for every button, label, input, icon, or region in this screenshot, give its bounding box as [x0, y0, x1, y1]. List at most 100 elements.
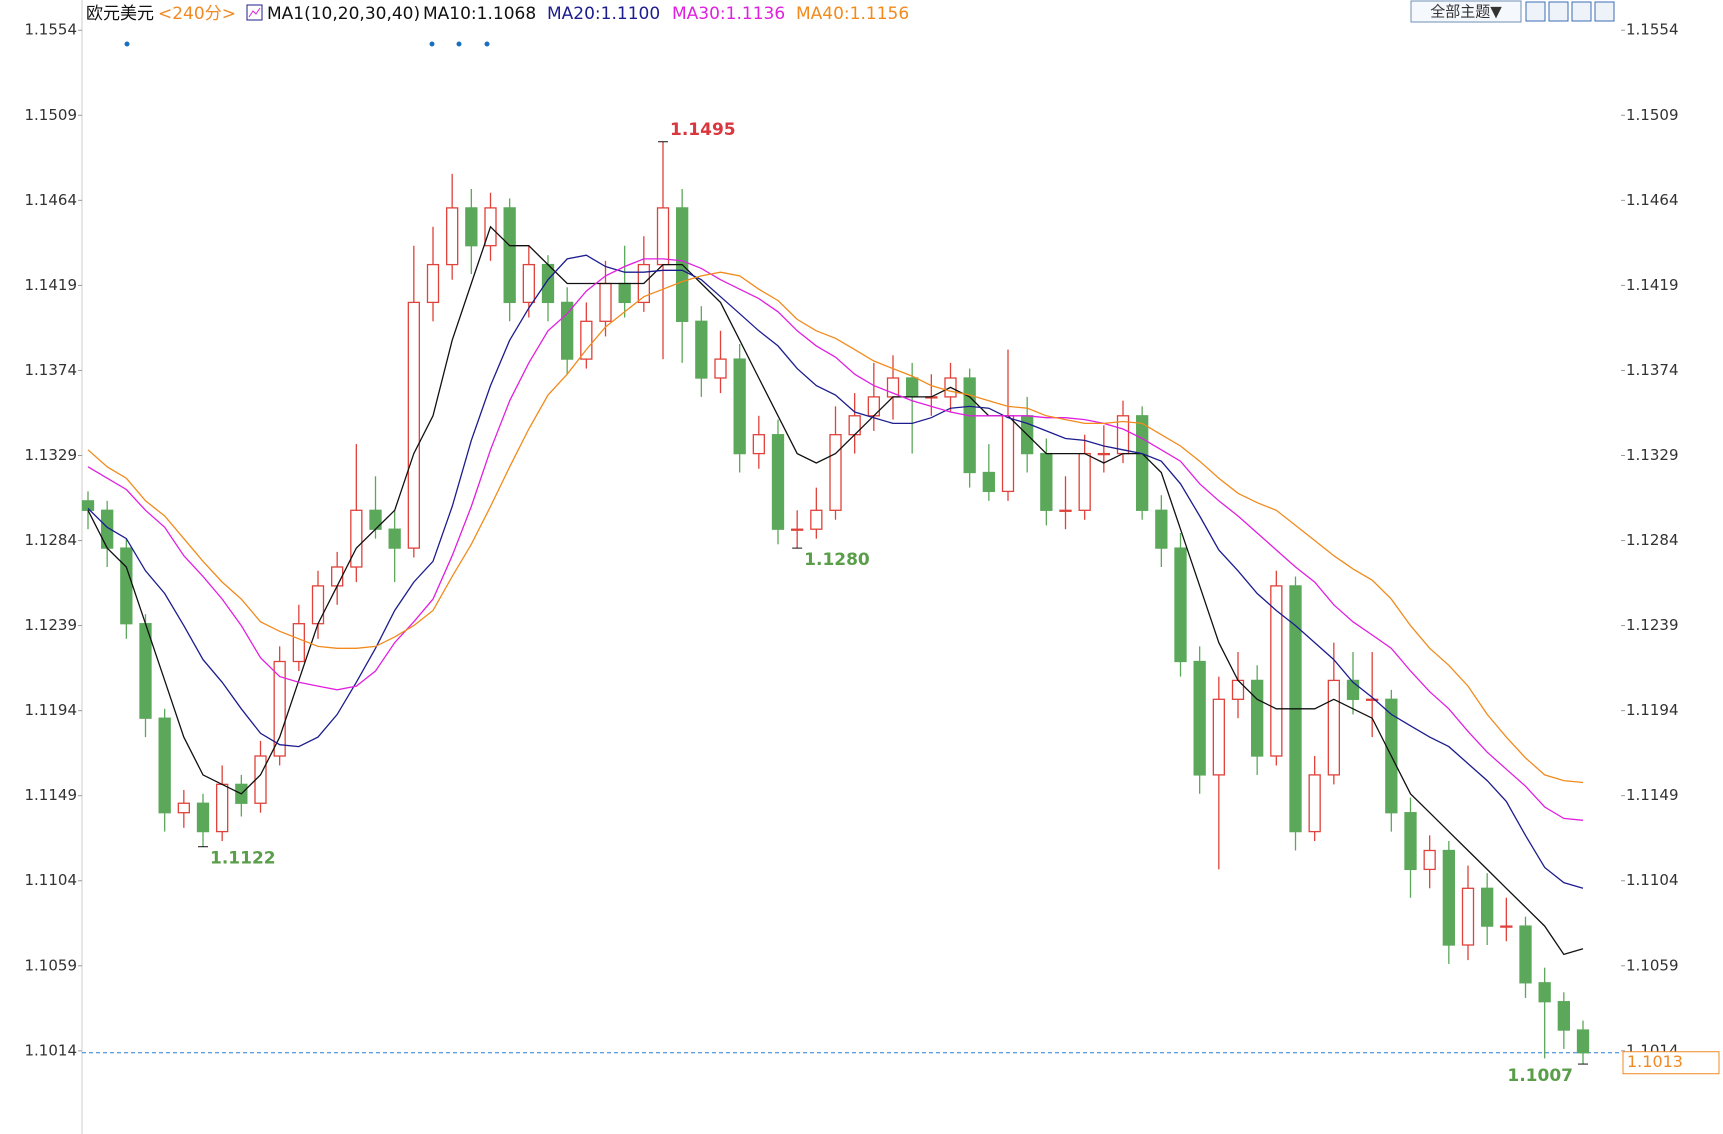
y-tick-label: 1.1149 — [25, 786, 78, 804]
candle-body — [1442, 849, 1455, 946]
candle-body — [1404, 812, 1417, 871]
y-tick-label: 1.1329 — [25, 446, 78, 464]
y-tick-label: 1.1509 — [25, 106, 78, 124]
y2-tick-label: 1.1509 — [1626, 106, 1679, 124]
candle-body — [369, 509, 382, 530]
tool-icon[interactable] — [1594, 1, 1615, 22]
candle-body — [407, 301, 420, 549]
y2-tick-label: 1.1194 — [1626, 701, 1679, 719]
signal-dot — [456, 41, 462, 47]
candle-body — [1097, 452, 1110, 456]
y2-tick-label: 1.1239 — [1626, 616, 1679, 634]
candle-body — [426, 263, 440, 304]
legend-entry: MA30:1.1136 — [672, 4, 785, 24]
legend-entry: MA40:1.1156 — [796, 4, 909, 24]
candle-body — [120, 547, 133, 625]
candle-body — [1308, 774, 1321, 833]
candle-body — [1481, 887, 1494, 927]
y2-tick-label: 1.1374 — [1626, 361, 1679, 379]
candle-body — [311, 585, 325, 625]
candle-body — [1557, 1001, 1570, 1031]
candle-body — [599, 282, 612, 322]
candle-body — [177, 802, 190, 814]
candle-body — [618, 282, 631, 304]
candle-body — [216, 783, 229, 833]
candle-body — [1040, 452, 1053, 511]
y2-tick-label: 1.1554 — [1626, 21, 1679, 39]
candle-body — [771, 434, 785, 530]
y2-tick-label: 1.1104 — [1626, 871, 1679, 889]
candle-body — [388, 528, 401, 549]
candle-body — [503, 207, 516, 304]
candle-body — [1346, 679, 1360, 700]
candle-body — [465, 207, 478, 247]
tool-icon[interactable] — [1571, 1, 1592, 22]
tool-icon[interactable] — [1548, 1, 1569, 22]
candle-body — [1500, 925, 1513, 928]
candle-body — [1078, 452, 1091, 511]
candle-body — [1193, 660, 1206, 776]
candle-body — [1270, 585, 1283, 757]
theme-button[interactable] — [1410, 0, 1522, 23]
ma-line — [87, 258, 1584, 821]
candle-body — [273, 660, 286, 757]
candle-body — [963, 377, 976, 474]
candle-body — [1576, 1029, 1590, 1054]
candle-body — [139, 623, 152, 719]
y2-tick-label: 1.1419 — [1626, 276, 1679, 294]
y-tick-label: 1.1284 — [25, 531, 78, 549]
candle-body — [714, 358, 727, 379]
candle-body — [906, 377, 919, 398]
candle-body — [350, 509, 363, 568]
y2-tick-label: 1.1329 — [1626, 446, 1679, 464]
symbol: 欧元美元 — [86, 4, 154, 24]
last-price-box — [1622, 1051, 1720, 1075]
candle-body — [810, 509, 823, 530]
indicator-icon-line — [248, 7, 261, 18]
candle-body — [541, 263, 555, 304]
y2-tick-label: 1.1464 — [1626, 191, 1679, 209]
signal-dot — [484, 41, 490, 47]
y-tick-label: 1.1059 — [25, 956, 78, 974]
candle-body — [848, 415, 861, 436]
candle-body — [1538, 982, 1551, 1003]
candle-body — [522, 263, 535, 304]
header: 欧元美元 <240分> MA1(10,20,30,40) MA10:1.1068… — [86, 4, 909, 24]
candle-body — [1001, 415, 1015, 493]
candle-body — [254, 755, 267, 804]
indicator[interactable]: MA1(10,20,30,40) — [267, 4, 420, 24]
candle-body — [196, 802, 210, 833]
legend-entry: MA20:1.1100 — [547, 4, 660, 24]
candle-body — [158, 717, 171, 814]
candle-body — [695, 320, 708, 379]
candle-body — [292, 623, 305, 663]
candle-body — [446, 207, 459, 266]
ma-line — [87, 225, 1584, 956]
tool-icon[interactable] — [1525, 1, 1546, 22]
candle-body — [1423, 849, 1436, 871]
candle-body — [1155, 509, 1168, 549]
candle-body — [580, 320, 593, 360]
candle-body — [1461, 887, 1475, 946]
y-tick-label: 1.1374 — [25, 361, 78, 379]
y-tick-label: 1.1194 — [25, 701, 78, 719]
theme-button-label[interactable]: 全部主题▼ — [1430, 3, 1502, 21]
y-tick-label: 1.1419 — [25, 276, 78, 294]
candle-body — [331, 566, 344, 587]
legend-entry: MA10:1.1068 — [423, 4, 536, 24]
period[interactable]: <240分> — [158, 4, 236, 24]
candle-body — [1231, 679, 1245, 700]
high-label: 1.1495 — [670, 120, 736, 140]
signal-dot — [124, 41, 130, 47]
candle-body — [561, 301, 574, 360]
candle-body — [1366, 698, 1379, 701]
low-label: 1.1007 — [1507, 1066, 1573, 1086]
candle-body — [1212, 698, 1225, 776]
candle-body — [1174, 547, 1187, 663]
last-price-label: 1.1013 — [1627, 1052, 1683, 1071]
candle-body — [733, 358, 746, 455]
candle-body — [829, 434, 842, 511]
candle-body — [867, 396, 880, 417]
